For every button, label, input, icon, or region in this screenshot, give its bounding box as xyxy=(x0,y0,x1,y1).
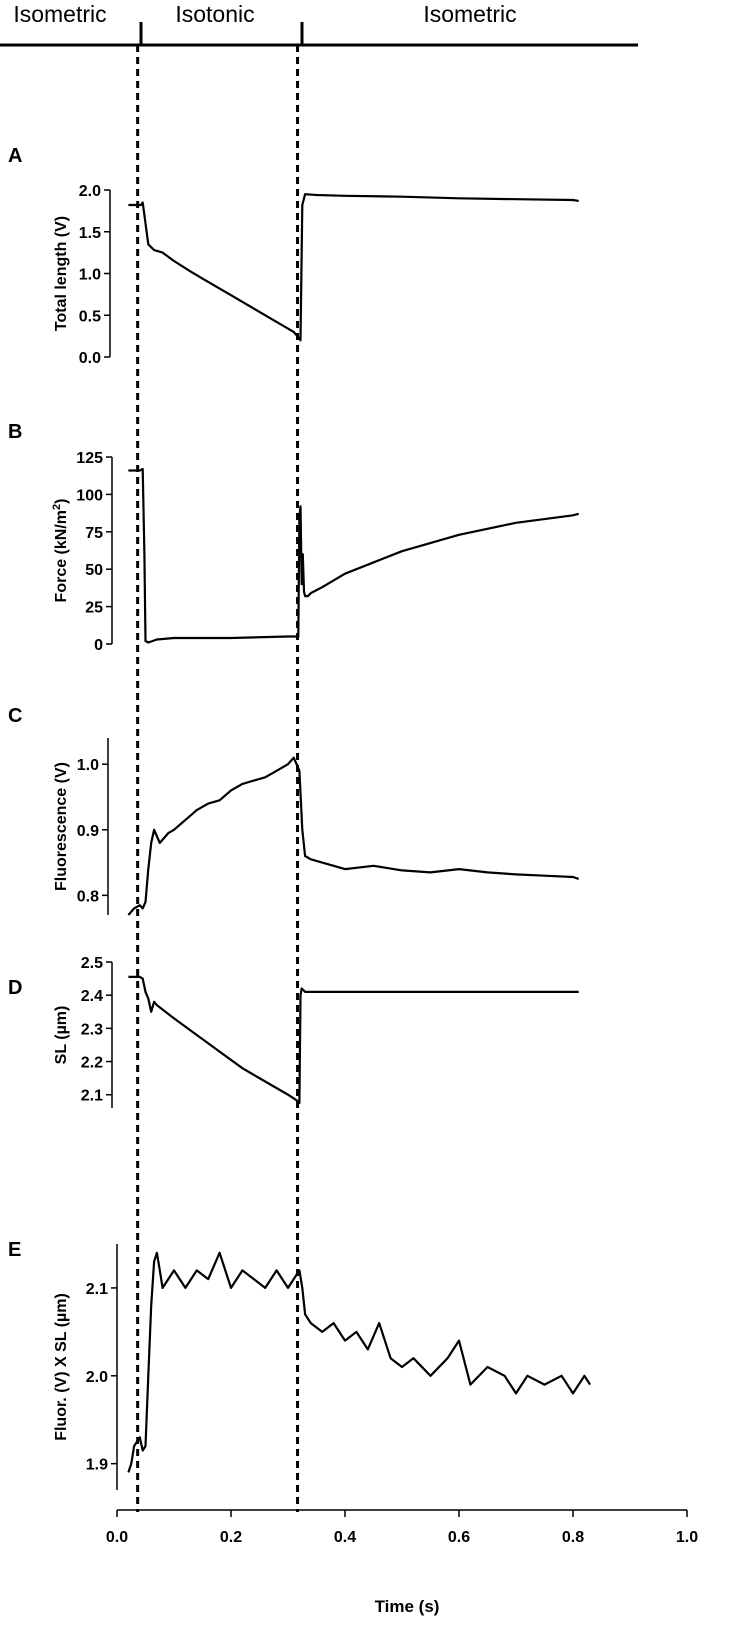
y-tick-label: 0.9 xyxy=(77,823,99,840)
panel-e: E 1.9 2.0 2.1 Fluor. (V) X SL (µm) 0.0 0.2 0.4 0… xyxy=(8,1239,698,1616)
panel-letter-c: C xyxy=(8,705,22,727)
panel-letter-b: B xyxy=(8,421,22,443)
y-tick-label: 100 xyxy=(76,487,103,504)
series-line-a xyxy=(128,193,579,342)
y-tick-label: 2.3 xyxy=(81,1021,103,1038)
x-tick-label: 0.4 xyxy=(334,1529,356,1546)
y-tick-label: 0 xyxy=(94,637,103,654)
y-axis-label: Fluor. (V) X SL (µm) xyxy=(53,1293,70,1441)
x-tick-label: 0.2 xyxy=(220,1529,242,1546)
y-axis-label: Force (kN/m2) xyxy=(51,499,70,603)
y-tick-label: 2.5 xyxy=(81,955,103,972)
panel-letter-a: A xyxy=(8,145,22,167)
panel-b: B 0 25 50 75 100 125 Force (kN/m2) xyxy=(8,421,579,654)
y-tick-label: 0.5 xyxy=(79,308,101,325)
y-axis-label: Total length (V) xyxy=(53,216,70,331)
y-axis-label: SL (µm) xyxy=(53,1006,70,1065)
y-tick-label: 1.0 xyxy=(77,757,99,774)
x-tick-label: 0.8 xyxy=(562,1529,584,1546)
y-tick-label: 0.0 xyxy=(79,350,101,367)
y-tick-label: 75 xyxy=(85,525,103,542)
y-tick-label: 2.1 xyxy=(86,1281,108,1298)
series-line-d xyxy=(128,975,579,1105)
y-tick-label: 2.0 xyxy=(86,1369,108,1386)
x-tick-label: 0.0 xyxy=(106,1529,128,1546)
y-tick-label: 50 xyxy=(85,562,103,579)
panel-letter-e: E xyxy=(8,1239,21,1261)
panel-letter-d: D xyxy=(8,977,22,999)
phase-label-isometric-2: Isometric xyxy=(423,1,516,27)
x-axis-label: Time (s) xyxy=(375,1597,440,1616)
x-tick-label: 1.0 xyxy=(676,1529,698,1546)
panel-d: D 2.1 2.2 2.3 2.4 2.5 SL (µm) xyxy=(8,955,579,1108)
y-tick-label: 25 xyxy=(85,600,103,617)
series-line-e xyxy=(127,1251,592,1473)
panel-a: A 0.0 0.5 1.0 1.5 2.0 Total length (V) xyxy=(8,145,579,367)
phase-label-isometric-1: Isometric xyxy=(13,1,106,27)
y-axis-label: Fluorescence (V) xyxy=(53,762,70,891)
y-tick-label: 1.0 xyxy=(79,267,101,284)
y-tick-label: 2.4 xyxy=(81,988,103,1005)
y-tick-label: 2.1 xyxy=(81,1088,103,1105)
y-tick-label: 1.9 xyxy=(86,1457,108,1474)
phase-label-isotonic: Isotonic xyxy=(175,1,254,27)
series-line-c xyxy=(127,756,580,916)
y-tick-label: 1.5 xyxy=(79,225,101,242)
y-tick-label: 2.2 xyxy=(81,1055,103,1072)
y-tick-label: 2.0 xyxy=(79,183,101,200)
phase-bar: Isometric Isotonic Isometric xyxy=(0,1,638,47)
x-tick-label: 0.6 xyxy=(448,1529,470,1546)
series-line-b xyxy=(128,467,579,644)
panel-c: C 0.8 0.9 1.0 Fluorescence (V) xyxy=(8,705,580,916)
y-tick-label: 0.8 xyxy=(77,888,99,905)
y-tick-label: 125 xyxy=(76,450,103,467)
